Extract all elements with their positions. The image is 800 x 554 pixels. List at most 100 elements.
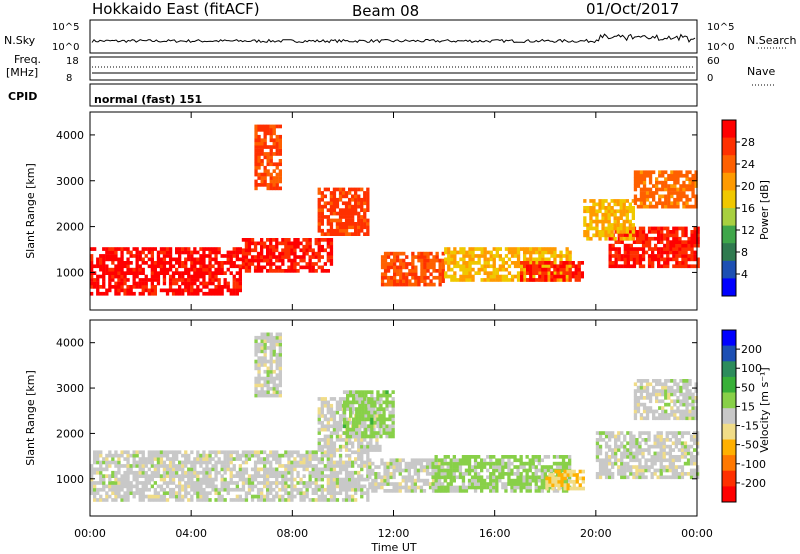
heatmap-cell xyxy=(651,230,655,234)
date-title: 01/Oct/2017 xyxy=(586,0,679,18)
heatmap-cell xyxy=(250,241,255,246)
heatmap-region xyxy=(595,431,700,480)
heatmap-cell xyxy=(366,191,370,195)
heatmap-cell xyxy=(159,484,164,489)
heatmap-cell xyxy=(208,474,212,478)
heatmap-cell xyxy=(455,468,459,473)
heatmap-cell xyxy=(165,467,170,472)
heatmap-cell xyxy=(272,467,276,472)
heatmap-cell xyxy=(641,247,646,251)
heatmap-cell xyxy=(486,250,490,255)
heatmap-cell xyxy=(411,258,415,263)
heatmap-cell xyxy=(652,409,656,414)
heatmap-cell xyxy=(658,389,662,393)
heatmap-cell xyxy=(417,275,421,280)
heatmap-cell xyxy=(263,477,267,482)
heatmap-cell xyxy=(363,444,367,449)
heatmap-cell xyxy=(114,281,118,286)
heatmap-cell xyxy=(153,285,157,289)
heatmap-cell xyxy=(667,173,671,178)
heatmap-cell xyxy=(305,244,309,249)
heatmap-cell xyxy=(404,475,408,480)
heatmap-cell xyxy=(453,271,457,275)
heatmap-cell xyxy=(608,243,612,248)
heatmap-cell xyxy=(272,376,276,381)
heatmap-cell xyxy=(565,278,569,282)
heatmap-cell xyxy=(257,380,261,384)
heatmap-cell xyxy=(263,335,267,340)
heatmap-cell xyxy=(388,410,392,415)
heatmap-cell xyxy=(214,267,218,272)
heatmap-cell xyxy=(432,282,436,287)
heatmap-cell xyxy=(386,279,391,283)
heatmap-cell xyxy=(656,475,660,480)
heatmap-cell xyxy=(335,400,340,405)
heatmap-cell xyxy=(690,247,694,251)
heatmap-cell xyxy=(287,248,291,253)
heatmap-cell xyxy=(670,204,674,209)
heatmap-cell xyxy=(477,478,481,483)
heatmap-cell xyxy=(187,274,191,279)
heatmap-cell xyxy=(685,416,689,421)
heatmap-cell xyxy=(254,141,258,146)
heatmap-cell xyxy=(639,402,644,407)
heatmap-cell xyxy=(626,257,630,262)
heatmap-cell xyxy=(90,278,94,282)
heatmap-cell xyxy=(669,230,673,234)
heatmap-cell xyxy=(595,451,600,456)
heatmap-cell xyxy=(293,251,297,256)
heatmap-cell xyxy=(254,131,258,136)
heatmap-cell xyxy=(156,498,161,502)
heatmap-cell xyxy=(278,148,282,153)
heatmap-cell xyxy=(193,457,197,461)
heatmap-cell xyxy=(380,258,385,263)
heatmap-cell xyxy=(278,460,282,465)
heatmap-cell xyxy=(181,274,185,279)
heatmap-cell xyxy=(168,464,173,468)
heatmap-cell xyxy=(422,478,427,483)
heatmap-cell xyxy=(455,458,459,463)
heatmap-cell xyxy=(90,487,94,492)
heatmap-cell xyxy=(141,470,145,475)
heatmap-cell xyxy=(374,489,378,493)
heatmap-cell xyxy=(604,212,608,217)
heatmap-cell xyxy=(535,250,539,255)
heatmap-cell xyxy=(323,467,327,472)
heatmap-cell xyxy=(235,453,239,458)
heatmap-cell xyxy=(464,468,469,473)
heatmap-cell xyxy=(135,281,139,286)
heatmap-cell xyxy=(677,465,682,469)
heatmap-cell xyxy=(351,194,355,199)
heatmap-cell xyxy=(516,254,521,258)
heatmap-cell xyxy=(354,481,358,485)
heatmap-cell xyxy=(611,461,615,466)
heatmap-cell xyxy=(302,251,306,256)
heatmap-cell xyxy=(661,385,665,390)
heatmap-cell xyxy=(696,230,700,234)
heatmap-cell xyxy=(540,475,544,480)
heatmap-cell xyxy=(126,291,130,296)
heatmap-cell xyxy=(413,465,417,469)
heatmap-cell xyxy=(275,494,279,499)
heatmap-cell xyxy=(663,236,667,241)
heatmap-cell xyxy=(217,278,221,282)
heatmap-cell xyxy=(667,187,671,192)
heatmap-cell xyxy=(635,475,639,480)
heatmap-cell xyxy=(266,262,270,266)
heatmap-cell xyxy=(366,477,370,482)
heatmap-cell xyxy=(323,262,327,266)
heatmap-cell xyxy=(604,472,609,476)
heatmap-cell xyxy=(332,417,337,422)
heatmap-cell xyxy=(604,465,609,469)
heatmap-cell xyxy=(153,267,157,272)
heatmap-cell xyxy=(138,487,142,492)
heatmap-cell xyxy=(108,494,112,499)
heatmap-cell xyxy=(477,461,481,466)
heatmap-cell xyxy=(666,226,670,231)
heatmap-cell xyxy=(495,254,499,258)
heatmap-cell xyxy=(550,247,554,251)
heatmap-cell xyxy=(284,481,288,485)
heatmap-cell xyxy=(659,448,663,452)
heatmap-cell xyxy=(391,417,395,422)
heatmap-cell xyxy=(256,251,261,256)
